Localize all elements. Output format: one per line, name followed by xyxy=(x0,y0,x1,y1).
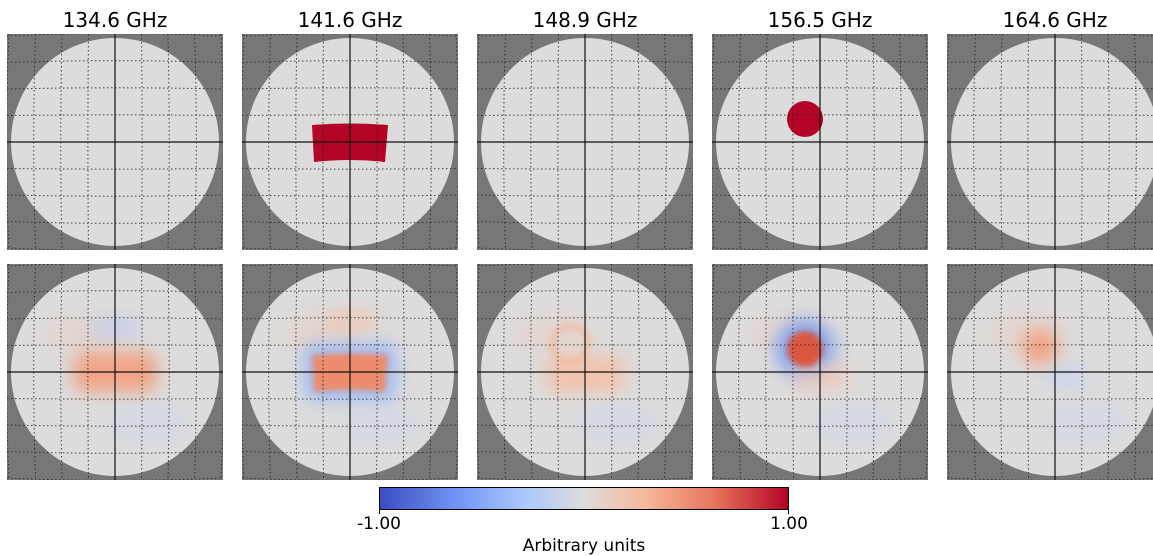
graticule xyxy=(242,264,458,480)
top-map-2 xyxy=(242,34,458,250)
mottle xyxy=(342,406,422,442)
graticule xyxy=(242,34,458,250)
diffuse-disk xyxy=(1022,329,1058,365)
graticule xyxy=(7,264,223,480)
column-title-4: 156.5 GHz xyxy=(767,8,873,32)
top-panel-5 xyxy=(947,34,1153,250)
top-map-3 xyxy=(477,34,693,250)
graticule xyxy=(477,34,693,250)
bottom-map-4 xyxy=(712,264,928,480)
bottom-map-2 xyxy=(242,264,458,480)
map-features xyxy=(787,101,823,137)
colorbar-min-tick xyxy=(379,510,380,514)
top-panel-2 xyxy=(242,34,458,250)
top-panel-4 xyxy=(712,34,928,250)
reconstructed-disk xyxy=(787,331,823,367)
column-title-5: 164.6 GHz xyxy=(1002,8,1108,32)
graticule xyxy=(947,264,1153,480)
graticule xyxy=(712,34,928,250)
graticule xyxy=(947,34,1153,250)
top-panel-3 xyxy=(477,34,693,250)
bottom-panel-4 xyxy=(712,264,928,480)
colorbar xyxy=(379,487,789,510)
bottom-map-5 xyxy=(947,264,1153,480)
mottle xyxy=(577,406,657,442)
top-panel-1 xyxy=(7,34,223,250)
graticule xyxy=(477,264,693,480)
graticule xyxy=(712,264,928,480)
colorbar-label: Arbitrary units xyxy=(522,536,646,556)
blue-patch xyxy=(1045,366,1089,386)
top-map-4 xyxy=(712,34,928,250)
column-title-3: 148.9 GHz xyxy=(532,8,638,32)
colorbar-min-label: -1.00 xyxy=(357,514,401,534)
bottom-panel-5 xyxy=(947,264,1153,480)
map-features xyxy=(517,316,657,442)
map-features xyxy=(987,316,1127,442)
bottom-map-3 xyxy=(477,264,693,480)
mottle xyxy=(1047,406,1127,442)
bottom-panel-3 xyxy=(477,264,693,480)
column-title-2: 141.6 GHz xyxy=(297,8,403,32)
bottom-map-1 xyxy=(7,264,223,480)
colorbar-max-tick xyxy=(788,510,789,514)
top-map-5 xyxy=(947,34,1153,250)
mottle xyxy=(812,406,892,442)
top-map-1 xyxy=(7,34,223,250)
mottle xyxy=(107,406,187,442)
bottom-panel-2 xyxy=(242,264,458,480)
disk-source xyxy=(787,101,823,137)
faint-ring xyxy=(549,323,591,365)
graticule xyxy=(7,34,223,250)
column-title-1: 134.6 GHz xyxy=(62,8,168,32)
bottom-panel-1 xyxy=(7,264,223,480)
colorbar-max-label: 1.00 xyxy=(770,514,808,534)
